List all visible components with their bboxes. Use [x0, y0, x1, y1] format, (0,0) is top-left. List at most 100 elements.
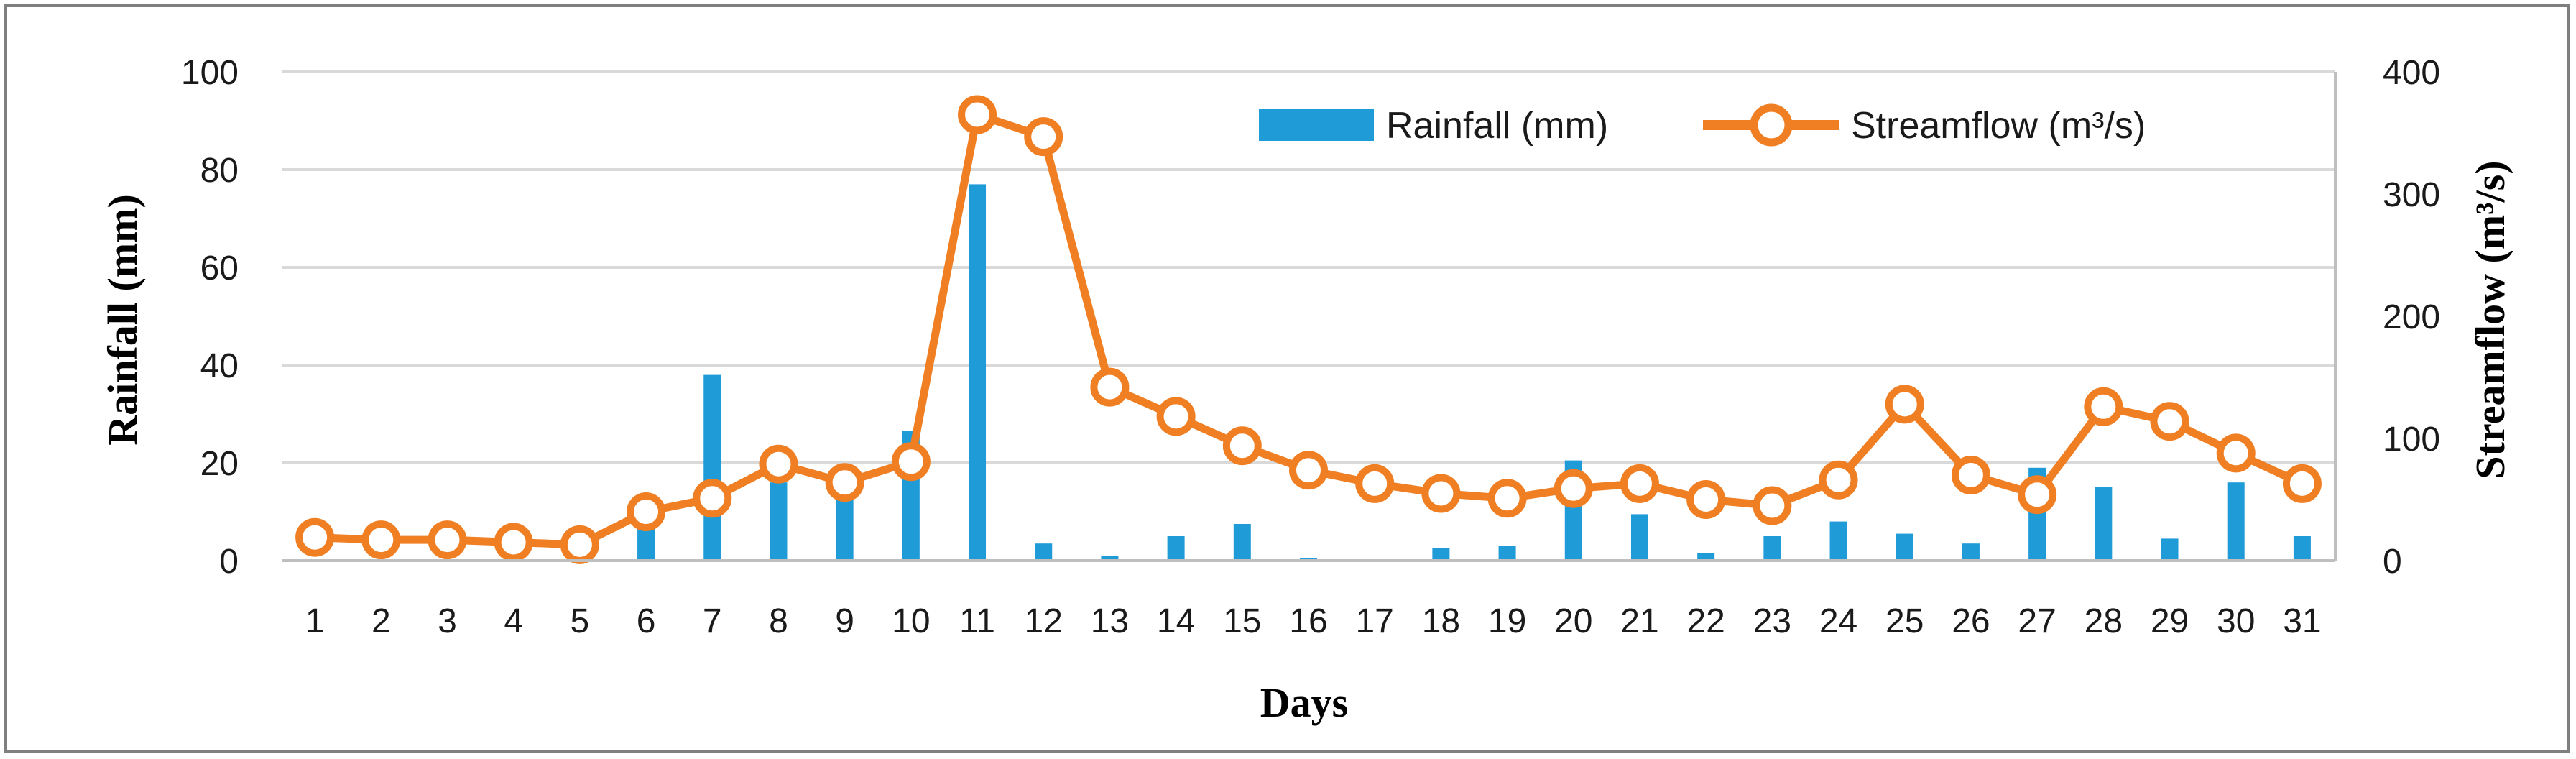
rainfall-bar: [1035, 543, 1053, 561]
streamflow-point: [2282, 464, 2322, 503]
streamflow-point: [759, 444, 798, 484]
rainfall-bar: [1498, 546, 1516, 561]
legend-rainfall-label: Rainfall (mm): [1386, 105, 1608, 147]
rainfall-bar: [1101, 556, 1119, 561]
legend-rainfall-swatch: [1259, 109, 1374, 141]
y-axis-title-right: Streamflow (m³/s): [2467, 160, 2513, 479]
x-tick-label: 16: [1289, 602, 1327, 640]
x-tick-label: 25: [1885, 602, 1924, 640]
rainfall-bar: [1829, 521, 1847, 561]
y-tick-label: 20: [200, 445, 239, 483]
legend-streamflow-marker: [1750, 104, 1793, 147]
gridlines: [282, 70, 2335, 464]
rainfall-bar: [770, 482, 788, 561]
x-tick-label: 31: [2283, 602, 2321, 640]
x-tick-label: 13: [1091, 602, 1129, 640]
x-tick-label: 4: [504, 602, 523, 640]
x-tick-label: 11: [959, 602, 995, 640]
x-tick-label: 14: [1157, 602, 1195, 640]
streamflow-point: [295, 518, 335, 557]
rainfall-bar: [2161, 538, 2179, 561]
y-tick-label: 60: [200, 249, 239, 288]
x-tick-label: 17: [1355, 602, 1393, 640]
streamflow-point: [1421, 474, 1461, 513]
y2-tick-label: 400: [2383, 54, 2440, 92]
legend: Rainfall (mm) Streamflow (m³/s): [1259, 104, 2146, 147]
streamflow-point: [825, 463, 864, 502]
streamflow-point: [2084, 387, 2123, 426]
x-tick-label: 26: [1952, 602, 1990, 640]
x-tick-label: 30: [2217, 602, 2255, 640]
x-tick-label: 9: [835, 602, 854, 640]
x-tick-label: 15: [1223, 602, 1261, 640]
streamflow-point: [1753, 486, 1792, 525]
x-tick-label: 19: [1488, 602, 1526, 640]
streamflow-point: [2216, 433, 2256, 473]
x-tick-label: 7: [703, 602, 722, 640]
streamflow-point: [627, 492, 666, 531]
streamflow-point: [1620, 464, 1659, 503]
rainfall-bar: [2293, 536, 2311, 561]
legend-streamflow-label: Streamflow (m³/s): [1851, 105, 2146, 147]
streamflow-line: [295, 95, 2322, 564]
streamflow-point: [1885, 385, 1924, 424]
x-tick-label: 22: [1686, 602, 1725, 640]
x-tick-label: 3: [438, 602, 457, 640]
x-tick-label: 10: [892, 602, 930, 640]
x-tick-label: 28: [2085, 602, 2123, 640]
rainfall-bar: [1432, 548, 1450, 561]
y2-tick-label: 300: [2383, 176, 2440, 214]
streamflow-point: [1951, 456, 1990, 494]
rainfall-bar: [836, 492, 854, 561]
x-tick-label: 5: [571, 602, 590, 640]
streamflow-point: [428, 520, 467, 560]
x-tick-label: 12: [1025, 602, 1063, 640]
rainfall-bar: [2095, 487, 2113, 561]
streamflow-point: [1355, 464, 1395, 503]
x-tick-label: 23: [1753, 602, 1791, 640]
streamflow-point: [1289, 451, 1328, 490]
rainfall-bar: [1962, 543, 1980, 561]
streamflow-point: [1554, 469, 1593, 508]
y-tick-label: 100: [181, 54, 239, 92]
y2-tick-label: 100: [2383, 420, 2440, 459]
streamflow-point: [1819, 460, 1858, 500]
rainfall-bar: [1233, 524, 1251, 561]
streamflow-point: [1024, 117, 1063, 157]
rainfall-bar: [969, 184, 987, 561]
x-tick-label: 18: [1422, 602, 1460, 640]
streamflow-point: [1686, 480, 1726, 519]
y2-tick-label: 200: [2383, 298, 2440, 336]
axes: [282, 72, 2337, 562]
streamflow-point: [1156, 397, 1196, 436]
streamflow-point: [2018, 475, 2057, 515]
y-tick-label: 0: [219, 543, 239, 581]
rainfall-bar: [1167, 536, 1185, 561]
y-axis-title-left: Rainfall (mm): [99, 194, 146, 446]
x-tick-label: 20: [1554, 602, 1592, 640]
x-tick-label: 29: [2151, 602, 2189, 640]
y-tick-label: 80: [200, 152, 239, 190]
chart-frame: 0 20 40 60 80 100 0 100 200 300 400 1 2 3 4 5 6 7 8 9 10 11 12…: [4, 4, 2570, 753]
x-tick-label: 2: [371, 602, 391, 640]
streamflow-point: [560, 525, 599, 564]
x-tick-label: 21: [1620, 602, 1658, 640]
rainfall-bar: [1763, 536, 1781, 561]
x-tick-label: 24: [1819, 602, 1857, 640]
rainfall-bar: [1896, 533, 1913, 561]
streamflow-point: [958, 95, 997, 134]
x-axis-title: Days: [1260, 679, 1348, 726]
x-tick-label: 27: [2018, 602, 2056, 640]
streamflow-point: [1487, 479, 1527, 518]
y-tick-label: 40: [200, 347, 239, 385]
x-tick-label: 6: [637, 602, 656, 640]
rainfall-bar: [703, 374, 721, 561]
rainfall-bar: [1630, 514, 1648, 561]
streamflow-point: [891, 442, 931, 482]
streamflow-point: [1222, 426, 1262, 466]
rainfall-bar: [1697, 553, 1715, 561]
y2-tick-label: 0: [2383, 543, 2402, 581]
streamflow-point: [361, 520, 401, 560]
